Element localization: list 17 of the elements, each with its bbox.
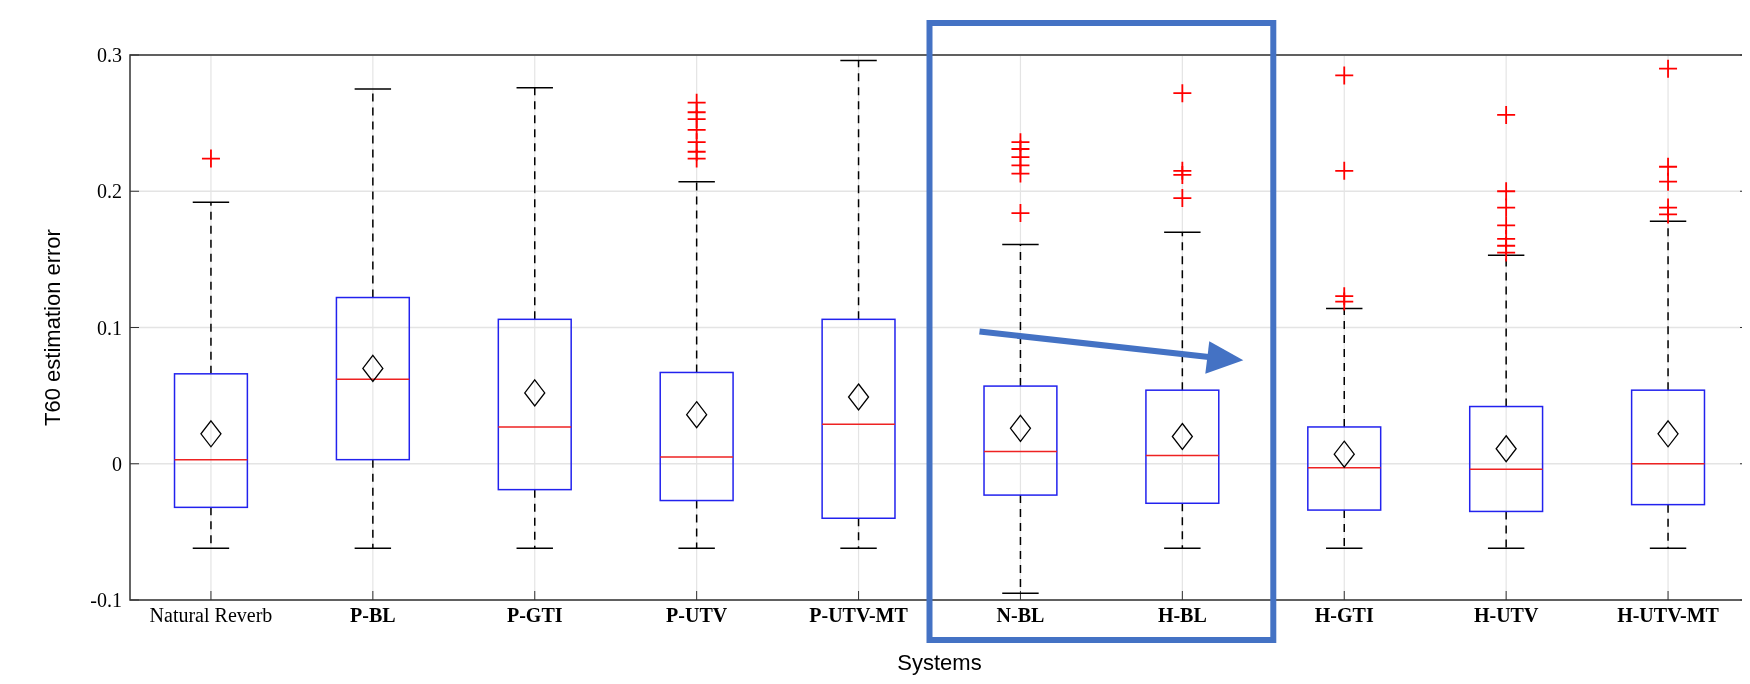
- x-tick-label: P-BL: [350, 604, 396, 626]
- y-tick-label: 0: [112, 452, 122, 475]
- y-tick-label: 0.1: [97, 316, 122, 339]
- y-tick-label: 0.2: [97, 180, 122, 203]
- y-axis-title: T60 estimation error: [40, 229, 65, 426]
- y-tick-label: 0.3: [97, 44, 122, 66]
- x-axis-title: Systems: [897, 650, 982, 675]
- x-tick-label: N-BL: [996, 604, 1045, 626]
- x-tick-label: P-UTV-MT: [809, 604, 909, 626]
- y-tick-label: -0.1: [90, 589, 122, 611]
- x-tick-label: H-UTV: [1473, 604, 1539, 626]
- x-tick-label: H-UTV-MT: [1617, 604, 1720, 626]
- x-tick-label: H-GTI: [1314, 604, 1374, 626]
- x-tick-label: Natural Reverb: [149, 604, 273, 626]
- x-tick-label: P-UTV: [666, 604, 728, 626]
- x-tick-label: H-BL: [1157, 604, 1207, 626]
- x-tick-label: P-GTI: [506, 604, 563, 626]
